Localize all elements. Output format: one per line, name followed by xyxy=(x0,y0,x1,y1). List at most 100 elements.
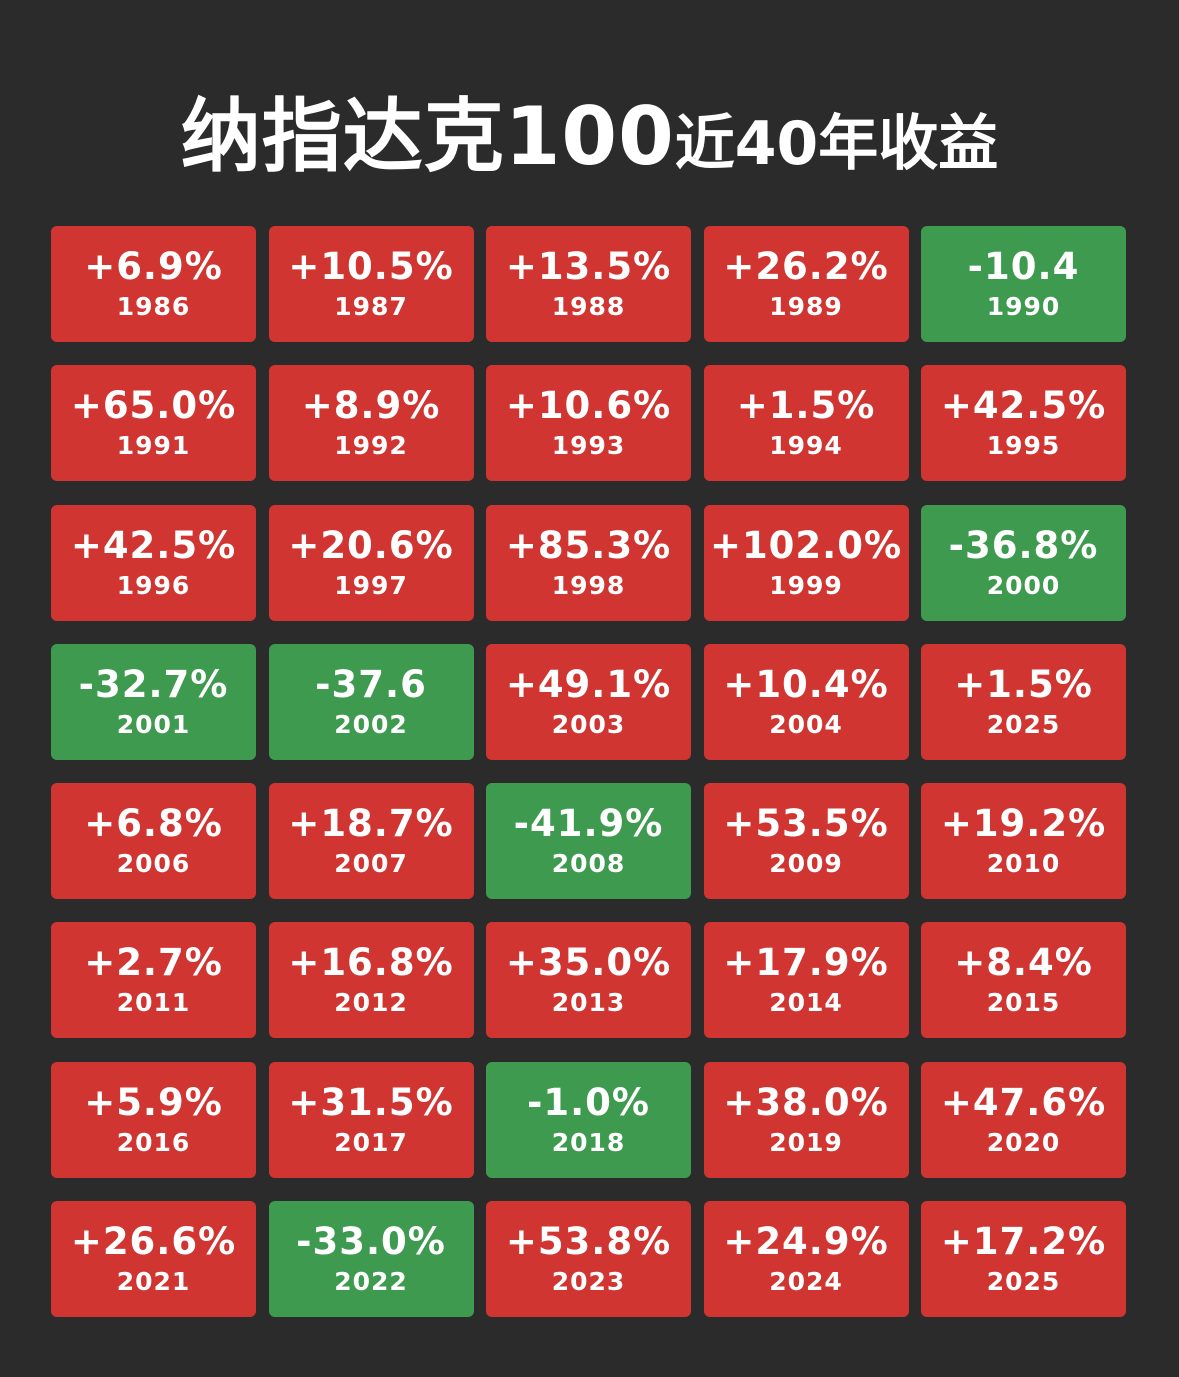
return-cell: -41.9% 2008 xyxy=(486,783,691,900)
return-year: 1997 xyxy=(334,570,408,600)
return-cell: +10.4% 2004 xyxy=(703,643,909,760)
return-year: 1990 xyxy=(986,292,1061,321)
return-cell: +20.6% 1997 xyxy=(268,504,474,621)
return-year: 2023 xyxy=(551,1267,626,1297)
return-cell: +6.8% 2006 xyxy=(51,783,256,900)
return-value: +26.6% xyxy=(70,1220,237,1264)
page-title: 纳指达克100近40年收益 xyxy=(0,72,1179,188)
return-year: 2003 xyxy=(551,709,626,739)
return-year: 2024 xyxy=(769,1267,843,1297)
return-value: +24.9% xyxy=(723,1220,889,1264)
return-cell: +35.0% 2013 xyxy=(486,922,691,1039)
return-year: 1996 xyxy=(116,570,191,600)
return-cell: +42.5% 1996 xyxy=(51,504,256,621)
return-value: +85.3% xyxy=(505,523,672,567)
return-year: 1987 xyxy=(334,292,408,321)
return-value: -10.4 xyxy=(967,245,1080,288)
return-year: 1998 xyxy=(551,570,626,600)
return-year: 1986 xyxy=(116,292,191,321)
return-year: 1995 xyxy=(986,431,1061,461)
return-value: -32.7% xyxy=(78,662,229,706)
return-value: +13.5% xyxy=(505,245,672,288)
return-value: +35.0% xyxy=(505,941,672,985)
return-value: +17.2% xyxy=(940,1220,1107,1264)
return-year: 2025 xyxy=(986,709,1061,739)
annual-returns-grid: +6.9% 1986 +10.5% 1987 +13.5% 1988 +26.2% 1989 -… xyxy=(51,226,1126,1318)
return-value: -37.6 xyxy=(315,662,427,706)
return-cell: +31.5% 2017 xyxy=(268,1061,474,1178)
return-cell: +26.2% 1989 xyxy=(703,226,909,342)
return-cell: +24.9% 2024 xyxy=(703,1201,909,1318)
return-cell: +38.0% 2019 xyxy=(703,1061,909,1178)
return-cell: +17.9% 2014 xyxy=(703,922,909,1039)
return-year: 2018 xyxy=(551,1127,626,1157)
return-cell: +8.4% 2015 xyxy=(921,922,1126,1039)
return-year: 2019 xyxy=(769,1127,843,1157)
return-value: +1.5% xyxy=(954,662,1093,706)
return-value: +10.4% xyxy=(723,662,889,706)
return-cell: -33.0% 2022 xyxy=(268,1201,474,1318)
return-year: 1991 xyxy=(116,431,191,461)
return-cell: +53.5% 2009 xyxy=(703,783,909,900)
return-cell: +13.5% 1988 xyxy=(486,226,691,342)
return-year: 1988 xyxy=(551,292,626,321)
return-value: -36.8% xyxy=(948,523,1099,567)
return-cell: -10.4 1990 xyxy=(921,226,1126,342)
return-value: +19.2% xyxy=(940,802,1107,846)
return-value: +53.8% xyxy=(505,1220,672,1264)
return-value: +47.6% xyxy=(940,1080,1107,1124)
return-value: +42.5% xyxy=(70,523,237,567)
return-cell: +42.5% 1995 xyxy=(921,365,1126,482)
return-value: +6.8% xyxy=(84,802,223,846)
return-cell: +18.7% 2007 xyxy=(268,783,474,900)
return-year: 2025 xyxy=(986,1267,1061,1297)
return-year: 1989 xyxy=(769,292,843,321)
return-value: +42.5% xyxy=(940,384,1107,428)
return-value: +8.9% xyxy=(301,384,441,428)
return-year: 1994 xyxy=(769,431,843,461)
title-main: 纳指达克100 xyxy=(180,90,675,183)
return-value: +18.7% xyxy=(288,802,454,846)
return-cell: -37.6 2002 xyxy=(268,643,474,760)
return-value: +2.7% xyxy=(84,941,223,985)
return-value: +5.9% xyxy=(84,1080,223,1124)
return-cell: +19.2% 2010 xyxy=(921,783,1126,900)
return-year: 2008 xyxy=(551,849,626,879)
return-year: 2012 xyxy=(334,988,408,1018)
return-year: 1993 xyxy=(551,431,626,461)
return-value: +16.8% xyxy=(288,941,454,985)
return-value: +26.2% xyxy=(723,245,889,288)
return-year: 2014 xyxy=(769,988,843,1018)
return-cell: +8.9% 1992 xyxy=(268,365,474,482)
return-cell: +1.5% 1994 xyxy=(703,365,909,482)
return-year: 2022 xyxy=(334,1267,408,1297)
return-cell: +65.0% 1991 xyxy=(51,365,256,482)
return-cell: +26.6% 2021 xyxy=(51,1201,256,1318)
return-cell: -32.7% 2001 xyxy=(51,643,256,760)
return-year: 2016 xyxy=(116,1127,191,1157)
return-year: 2001 xyxy=(116,709,191,739)
return-cell: +16.8% 2012 xyxy=(268,922,474,1039)
return-cell: +10.6% 1993 xyxy=(486,365,691,482)
return-value: +1.5% xyxy=(736,384,876,428)
return-cell: +1.5% 2025 xyxy=(921,643,1126,760)
return-cell: +85.3% 1998 xyxy=(486,504,691,621)
return-year: 2009 xyxy=(769,849,843,879)
return-value: +38.0% xyxy=(723,1080,889,1124)
return-value: +20.6% xyxy=(288,523,454,567)
return-value: +65.0% xyxy=(70,384,237,428)
return-cell: +49.1% 2003 xyxy=(486,643,691,760)
return-year: 2021 xyxy=(116,1267,191,1297)
return-value: -33.0% xyxy=(296,1220,446,1264)
return-cell: -36.8% 2000 xyxy=(921,504,1126,621)
return-year: 2015 xyxy=(986,988,1061,1018)
return-value: +10.5% xyxy=(288,245,454,288)
return-cell: +5.9% 2016 xyxy=(51,1061,256,1178)
return-value: +31.5% xyxy=(288,1080,454,1124)
return-year: 2010 xyxy=(986,849,1061,879)
return-cell: +10.5% 1987 xyxy=(268,226,474,342)
return-cell: +17.2% 2025 xyxy=(921,1201,1126,1318)
return-cell: +6.9% 1986 xyxy=(51,226,256,342)
return-value: +10.6% xyxy=(505,384,672,428)
return-year: 2011 xyxy=(116,988,191,1018)
